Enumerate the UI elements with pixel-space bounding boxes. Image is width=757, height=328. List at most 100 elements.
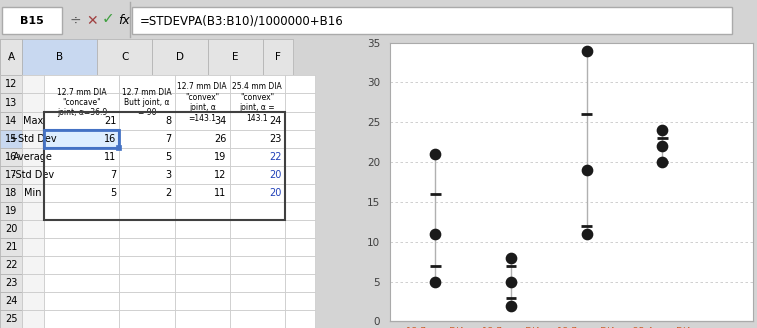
Point [505,279,517,284]
Bar [22,112,44,130]
Text: Min: Min [24,188,42,198]
Bar [229,256,285,274]
Text: 18: 18 [5,188,17,198]
Text: 14: 14 [5,115,17,126]
FancyBboxPatch shape [2,7,62,34]
Bar [175,256,229,274]
Bar [175,184,229,202]
Text: 3: 3 [165,170,172,180]
Text: 23: 23 [269,133,282,144]
Text: 20: 20 [269,188,282,198]
Bar [285,310,315,328]
Point [429,231,441,236]
Bar [0,292,22,310]
Bar [120,148,175,166]
Text: A: A [8,52,14,62]
Point [656,128,668,133]
Text: B: B [56,52,64,62]
Bar [120,274,175,292]
Point [505,255,517,260]
Bar [0,238,22,256]
Bar [175,202,229,220]
Text: 20: 20 [5,224,17,234]
Bar [175,93,229,112]
Bar [229,220,285,238]
Bar [263,39,293,75]
Text: ÷: ÷ [69,14,81,28]
Bar [0,310,22,328]
Text: F: F [275,52,281,62]
Text: ✓: ✓ [101,11,114,26]
Bar [0,256,22,274]
Bar [229,130,285,148]
Text: 21: 21 [104,115,117,126]
Text: 5: 5 [165,152,172,162]
Bar [44,112,285,220]
Bar [44,130,120,148]
Text: E: E [232,52,238,62]
Text: 34: 34 [214,115,226,126]
Bar [22,292,44,310]
Text: /: / [9,52,13,62]
Bar [229,166,285,184]
Bar [44,292,120,310]
Bar [44,256,120,274]
Bar [44,112,120,130]
Text: 12.7 mm DIA
"concave"
joint, α=36.9: 12.7 mm DIA "concave" joint, α=36.9 [57,88,107,117]
Bar [22,238,44,256]
Bar [0,93,22,112]
Bar [44,202,120,220]
Bar [175,166,229,184]
Bar [22,184,44,202]
Bar [285,238,315,256]
Bar [22,75,44,93]
Bar [22,130,44,148]
Bar [120,130,175,148]
Text: D: D [176,52,184,62]
Bar [120,112,175,130]
Bar [44,310,120,328]
Bar [207,39,263,75]
Text: 7: 7 [165,133,172,144]
Bar [285,112,315,130]
Text: 22: 22 [269,152,282,162]
Text: 11: 11 [214,188,226,198]
Bar [120,310,175,328]
Bar [229,202,285,220]
Text: 12.7 mm DIA
"convex"
joint, α
=143.1: 12.7 mm DIA "convex" joint, α =143.1 [177,82,227,123]
Text: Max: Max [23,115,43,126]
Bar [175,112,229,130]
Bar [175,75,229,93]
Text: 23: 23 [5,278,17,288]
Bar [0,39,22,75]
Bar [22,93,44,112]
Point [656,144,668,149]
Text: C: C [121,52,129,62]
Text: 7: 7 [110,170,117,180]
Bar [175,292,229,310]
Bar [152,39,207,75]
Bar [44,220,120,238]
Bar [120,184,175,202]
Bar [0,274,22,292]
Bar [44,75,120,93]
Bar [175,220,229,238]
Bar [0,39,22,75]
Text: =STDEVPA(B3:B10)/1000000+B16: =STDEVPA(B3:B10)/1000000+B16 [140,14,344,27]
Bar [120,75,175,93]
Bar [285,166,315,184]
Bar [120,220,175,238]
Text: 11: 11 [104,152,117,162]
Bar [229,292,285,310]
Bar [22,202,44,220]
Bar [22,274,44,292]
Bar [22,39,98,75]
Bar [22,220,44,238]
Text: 25.4 mm DIA
"convex"
joint, α =
143.1: 25.4 mm DIA "convex" joint, α = 143.1 [232,82,282,123]
Bar [285,148,315,166]
Bar [22,148,44,166]
Text: +Std Dev: +Std Dev [10,133,57,144]
Text: 12.7 mm DIA
Butt joint, α
= 90: 12.7 mm DIA Butt joint, α = 90 [122,88,172,117]
Text: Average: Average [13,152,53,162]
Bar [44,274,120,292]
